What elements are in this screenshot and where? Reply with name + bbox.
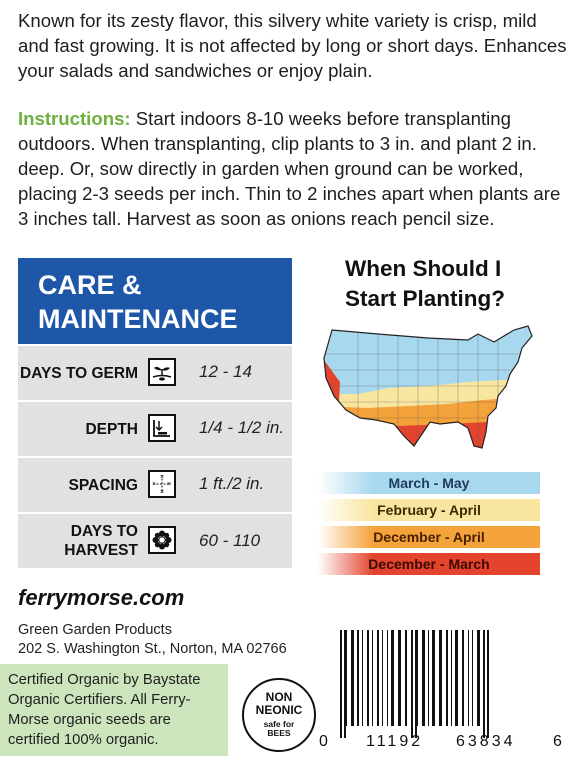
flower-icon [148,526,176,554]
svg-text:×: × [167,481,171,488]
barcode-bar [417,630,418,726]
organic-certification-box: Certified Organic by Baystate Organic Ce… [0,664,228,756]
barcode-bar [451,630,452,726]
zone-december-april: December - April [318,526,540,548]
barcode-digit-last: 6 [553,733,562,750]
zone-february-april: February - April [318,499,540,521]
care-value-spacing: 1 ft./2 in. [199,474,265,493]
barcode-bar [340,630,342,738]
barcode-bar [372,630,373,726]
barcode-bar [411,630,413,738]
barcode-digit-first: 0 [319,733,328,750]
planting-map-title: When Should I Start Planting? [345,254,565,314]
care-row-harvest: DAYS TO HARVEST 60 - 110 [18,514,292,568]
barcode-bar [398,630,401,726]
barcode-bar [367,630,369,726]
website-link[interactable]: ferrymorse.com [18,585,185,610]
care-value-depth: 1/4 - 1/2 in. [199,418,285,437]
organic-certification-text: Certified Organic by Baystate Organic Ce… [8,672,201,748]
barcode-bar [382,630,383,726]
planting-instructions: Instructions: Start indoors 8-10 weeks b… [18,106,570,231]
barcode-digits-group1: 11192 [366,733,424,750]
barcode-bars [340,630,489,738]
care-row-depth: DEPTH 1/4 - 1/2 in. [18,402,292,456]
care-value-germ: 12 - 14 [199,362,252,381]
barcode-bar [487,630,489,738]
barcode-bar [468,630,469,726]
sprout-icon [148,358,176,386]
barcode-bar [472,630,473,726]
care-label-harvest-line2: HARVEST [64,542,138,559]
barcode-digits-group2: 63834 [456,733,516,750]
depth-icon [148,414,176,442]
barcode-bar [357,630,359,726]
svg-text:×: × [160,474,164,481]
company-name: Green Garden Products [18,622,172,638]
company-address: 202 S. Washington St., Norton, MA 02766 [18,641,287,657]
care-value-harvest: 60 - 110 [199,531,261,550]
barcode-bar [344,630,346,738]
product-description: Known for its zesty flavor, this silvery… [18,10,567,81]
care-row-germination: DAYS TO GERM 12 - 14 [18,346,292,400]
svg-text:×: × [152,481,156,488]
zone-march-may: March - May [318,472,540,494]
barcode-bar [477,630,480,726]
care-label-harvest: DAYS TO HARVEST [18,522,138,560]
barcode-bar [387,630,388,726]
zone-december-march: December - March [318,553,540,575]
barcode-bar [377,630,379,726]
care-label-germ: DAYS TO GERM [20,365,138,382]
barcode-bar [432,630,435,726]
barcode-bar [422,630,425,726]
map-title-line1: When Should I [345,256,502,281]
badge-line1: NON [265,690,293,704]
badge-line3: safe for [263,719,295,729]
barcode-bar [428,630,429,726]
us-zone-map [323,325,533,449]
barcode-bar [455,630,458,726]
care-label-depth: DEPTH [85,421,138,438]
care-row-spacing: SPACING × × × × 1 ft./2 in. [18,458,292,512]
care-maintenance-header: CARE & MAINTENANCE [18,258,292,344]
care-label-harvest-line1: DAYS TO [70,523,138,540]
barcode-bar [415,630,417,738]
barcode-bar [351,630,354,726]
barcode-bar [391,630,394,726]
map-title-line2: Start Planting? [345,286,506,311]
care-title-line2: MAINTENANCE [38,304,238,334]
barcode-bar [362,630,363,726]
care-title-line1: CARE & [38,270,142,300]
badge-line2: NEONIC [255,703,303,717]
badge-line4: BEES [267,728,291,738]
barcode-bar [405,630,407,726]
svg-text:×: × [160,489,164,496]
upc-barcode [336,630,550,743]
barcode-bar [462,630,464,726]
care-label-spacing: SPACING [68,477,138,494]
barcode-bar [439,630,442,726]
instructions-text: Start indoors 8-10 weeks before transpla… [18,108,561,229]
non-neonic-badge: NON NEONIC safe for BEES [242,678,316,752]
barcode-bar [346,630,347,726]
spacing-icon: × × × × [148,470,176,498]
instructions-label: Instructions: [18,108,131,129]
barcode-bar [446,630,448,726]
barcode-bar [483,630,485,738]
